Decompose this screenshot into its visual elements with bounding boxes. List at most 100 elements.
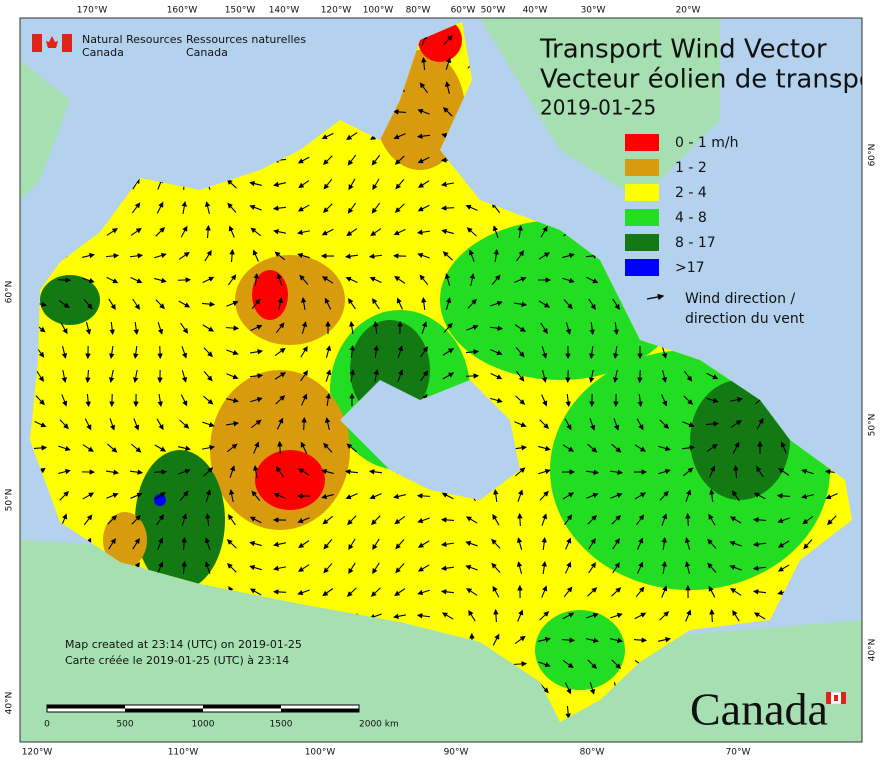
wind-arrow: [561, 637, 576, 643]
wind-arrow: [709, 488, 715, 503]
wind-arrow: [225, 325, 240, 331]
wind-arrow: [706, 397, 719, 404]
wind-arrow: [157, 322, 164, 335]
wind-arrow: [465, 349, 480, 355]
wind-arrow: [84, 418, 92, 431]
wind-arrow: [683, 467, 694, 477]
wind-arrow: [273, 181, 286, 188]
wind-arrow: [682, 421, 695, 428]
field-patch: [103, 512, 147, 568]
wind-arrow: [371, 202, 381, 214]
wind-arrow: [513, 445, 528, 451]
agency-en: Natural Resources: [82, 33, 183, 46]
wind-arrow: [179, 490, 189, 501]
wind-arrow: [297, 468, 310, 476]
wind-arrow: [587, 443, 598, 453]
wind-arrow: [349, 344, 355, 359]
wind-arrow: [562, 660, 574, 669]
wind-arrow: [298, 540, 310, 548]
wind-arrow: [611, 659, 622, 670]
wind-arrow: [60, 322, 68, 335]
wind-arrow: [368, 253, 383, 259]
legend-swatch: [625, 134, 659, 151]
wind-arrow: [733, 464, 739, 479]
wind-arrow: [276, 417, 284, 430]
wind-arrow: [301, 297, 307, 311]
wind-arrow: [395, 563, 405, 574]
wind-arrow: [203, 467, 214, 477]
wordmark: Canada: [690, 684, 828, 735]
wind-arrow: [613, 345, 619, 360]
legend: 0 - 1 m/h 1 - 2 2 - 4 4 - 8 8 - 17 >17: [625, 134, 738, 276]
wind-arrow: [417, 252, 430, 259]
wind-arrow: [683, 395, 694, 405]
wind-arrow: [393, 133, 406, 140]
wind-arrow: [33, 445, 48, 451]
field-patch: [535, 610, 625, 690]
wind-arrow: [514, 421, 527, 428]
wind-arrow: [441, 492, 454, 500]
wind-arrow: [249, 373, 264, 379]
wind-arrow: [752, 589, 767, 595]
wind-arrow: [203, 371, 213, 382]
wind-arrow: [685, 489, 692, 502]
wind-arrow: [249, 540, 262, 547]
wind-arrow: [540, 322, 548, 334]
wind-arrow: [515, 347, 525, 358]
wind-arrow: [249, 564, 262, 571]
wind-arrow: [324, 297, 332, 310]
wind-arrow: [348, 538, 356, 551]
graticule-bottom: 100°W: [305, 748, 336, 758]
wind-arrow: [517, 609, 524, 622]
wind-arrow: [468, 609, 476, 622]
wind-arrow: [613, 418, 620, 431]
wind-arrow: [301, 416, 307, 431]
wind-arrow: [634, 444, 647, 452]
wind-arrow: [392, 109, 407, 115]
wind-arrow: [444, 81, 451, 94]
wind-arrow: [204, 537, 211, 550]
wind-arrow: [776, 493, 791, 499]
wind-arrow: [440, 565, 455, 571]
wind-arrow: [345, 493, 358, 500]
graticule-top: 50°W: [481, 6, 506, 16]
wind-arrow: [346, 587, 357, 597]
wind-arrow: [322, 515, 334, 525]
graticule-top: 30°W: [581, 6, 606, 16]
wind-arrow: [732, 609, 740, 622]
wind-arrow: [129, 253, 144, 259]
wind-arrow: [348, 562, 356, 574]
wind-arrow: [541, 370, 548, 383]
wind-arrow: [370, 587, 381, 597]
wind-arrow: [516, 561, 523, 574]
wind-arrow: [611, 587, 622, 597]
wind-arrow: [300, 370, 309, 382]
wind-arrow: [684, 537, 691, 550]
field-patch: [255, 450, 325, 510]
wind-arrow: [226, 443, 238, 453]
wind-arrow: [466, 324, 479, 331]
flag-left: [32, 34, 42, 52]
wind-arrow: [297, 589, 310, 596]
wind-arrow: [202, 421, 215, 428]
wind-arrow: [277, 297, 284, 310]
wind-arrow: [108, 538, 116, 550]
wind-arrow: [273, 492, 286, 499]
wind-arrow: [589, 418, 596, 431]
wind-arrow: [322, 276, 334, 284]
wind-arrow: [178, 468, 191, 475]
greenland: [480, 18, 720, 200]
wind-arrow: [35, 395, 45, 406]
graticule-top: 40°W: [523, 6, 548, 16]
wind-arrow: [685, 512, 691, 527]
wind-arrow: [178, 300, 191, 308]
wind-arrow: [442, 348, 454, 356]
legend-swatch: [625, 184, 659, 201]
wind-arrow: [538, 445, 551, 452]
title-fr: Vecteur éolien de transport: [540, 65, 880, 95]
wind-arrow: [827, 515, 837, 526]
wind-arrow: [131, 514, 141, 525]
wind-arrow: [465, 540, 478, 547]
wind-arrow: [348, 178, 356, 191]
graticule-bottom: 80°W: [580, 748, 605, 758]
